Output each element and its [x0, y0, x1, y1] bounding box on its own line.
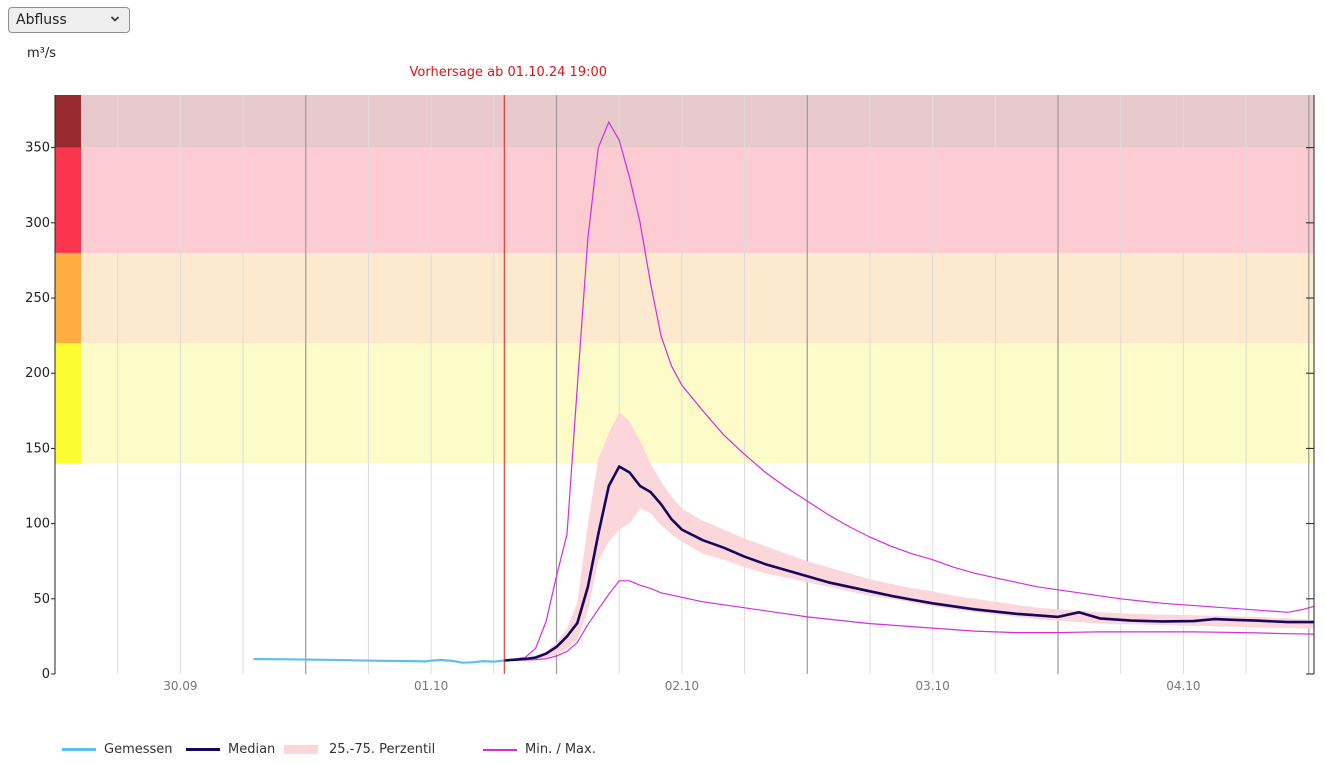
legend-swatch [483, 749, 517, 751]
warning-level-marker-3 [55, 147, 81, 253]
measured-line [253, 657, 505, 664]
x-tick-label: 01.10 [414, 679, 448, 693]
y-tick-label: 350 [25, 141, 50, 156]
legend-label: Median [228, 742, 276, 757]
x-tick-label: 02.10 [665, 679, 699, 693]
y-tick-label: 150 [25, 441, 50, 456]
warning-level-marker-4 [55, 95, 81, 148]
y-tick-label: 100 [25, 517, 50, 532]
max-line [504, 120, 1315, 662]
y-axis-unit-label: m³/s [27, 46, 57, 61]
chevron-down-icon [110, 16, 120, 22]
y-tick-label: 250 [25, 291, 50, 306]
forecast-label: Vorhersage ab 01.10.24 19:00 [410, 65, 608, 80]
legend-swatch [62, 748, 96, 751]
warning-level-marker-1 [55, 343, 81, 464]
y-tick-label: 200 [25, 366, 50, 381]
legend-label: Min. / Max. [525, 742, 596, 757]
x-tick-label: 30.09 [163, 679, 197, 693]
legend-label: Gemessen [104, 742, 173, 757]
warning-band-3 [81, 147, 1314, 253]
parameter-select[interactable]: Abfluss [8, 7, 130, 33]
warning-band-4 [81, 95, 1314, 148]
y-tick-label: 50 [33, 592, 50, 607]
parameter-select-value: Abfluss [16, 12, 67, 28]
warning-band-2 [81, 252, 1314, 344]
median-line [504, 465, 1314, 662]
legend-label: 25.-75. Perzentil [329, 742, 436, 757]
min-line [504, 580, 1315, 662]
warning-level-marker-2 [55, 252, 81, 344]
legend-swatch [186, 748, 220, 751]
warning-band-1 [81, 343, 1314, 464]
x-tick-label: 04.10 [1166, 679, 1200, 693]
y-tick-label: 0 [42, 667, 50, 682]
legend-swatch [284, 745, 318, 754]
y-tick-label: 300 [25, 216, 50, 231]
x-tick-label: 03.10 [915, 679, 949, 693]
